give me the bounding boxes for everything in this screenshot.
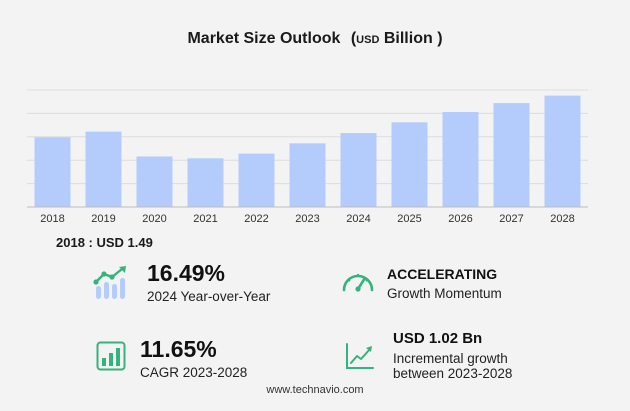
bar-2026 xyxy=(442,111,479,207)
bar-2019 xyxy=(85,131,122,207)
chart-title-text: Market Size Outlook xyxy=(187,30,341,47)
bar-2018 xyxy=(34,137,71,207)
stat-incremental: USD 1.02 Bn Incremental growth between 2… xyxy=(393,330,512,381)
unit-open: ( xyxy=(350,30,357,47)
bar-chart-icon xyxy=(96,341,126,371)
chart-unit: (USD Billion ) xyxy=(351,30,443,47)
bar-2028 xyxy=(544,95,581,207)
x-tick-label: 2020 xyxy=(142,213,166,225)
x-tick-label: 2022 xyxy=(244,213,268,225)
bar-2024 xyxy=(340,133,377,207)
x-tick-label: 2018 xyxy=(40,213,64,225)
x-tick-label: 2026 xyxy=(448,213,472,225)
stat-incremental-caption-2: between 2023-2028 xyxy=(393,366,513,381)
bar-2021 xyxy=(187,158,224,207)
x-tick-label: 2021 xyxy=(193,213,217,225)
bar-chart: 2018 2019 2020 2021 2022 2023 2024 2025 2026 2027… xyxy=(27,89,588,225)
x-tick-label: 2025 xyxy=(397,213,421,225)
x-tick-label: 2024 xyxy=(346,213,370,225)
unit-currency: USD xyxy=(356,34,380,46)
chart-title: Market Size Outlook (USD Billion ) xyxy=(0,30,630,48)
stat-yoy-caption: 2024 Year-over-Year xyxy=(147,289,271,304)
x-tick-label: 2027 xyxy=(499,213,523,225)
stat-incremental-caption-1: Incremental growth xyxy=(393,351,508,366)
stat-cagr: 11.65% CAGR 2023-2028 xyxy=(140,336,247,380)
stat-yoy: 16.49% 2024 Year-over-Year xyxy=(147,260,270,304)
x-tick-label: 2019 xyxy=(91,213,115,225)
bar-growth-icon xyxy=(93,266,126,299)
trend-line-icon xyxy=(346,343,374,369)
bar-2027 xyxy=(493,103,530,207)
bar-2023 xyxy=(289,143,326,207)
stat-cagr-value: 11.65% xyxy=(140,336,217,362)
stat-momentum-value: ACCELERATING xyxy=(387,266,498,282)
x-tick-label: 2028 xyxy=(550,213,574,225)
source-footer: www.technavio.com xyxy=(266,384,364,396)
bar-2025 xyxy=(391,122,428,207)
base-year-value: 2018 : USD 1.49 xyxy=(56,235,153,250)
bar-2020 xyxy=(136,156,173,207)
stat-incremental-value: USD 1.02 Bn xyxy=(393,330,483,347)
stat-yoy-value: 16.49% xyxy=(147,260,226,286)
x-tick-label: 2023 xyxy=(295,213,319,225)
unit-close: ) xyxy=(437,30,443,47)
speedometer-icon xyxy=(342,274,374,292)
stat-momentum: ACCELERATING Growth Momentum xyxy=(387,266,502,301)
stat-cagr-caption: CAGR 2023-2028 xyxy=(140,365,248,380)
bar-2022 xyxy=(238,153,275,207)
stat-momentum-caption: Growth Momentum xyxy=(387,286,502,301)
unit-scale: Billion xyxy=(383,30,433,47)
